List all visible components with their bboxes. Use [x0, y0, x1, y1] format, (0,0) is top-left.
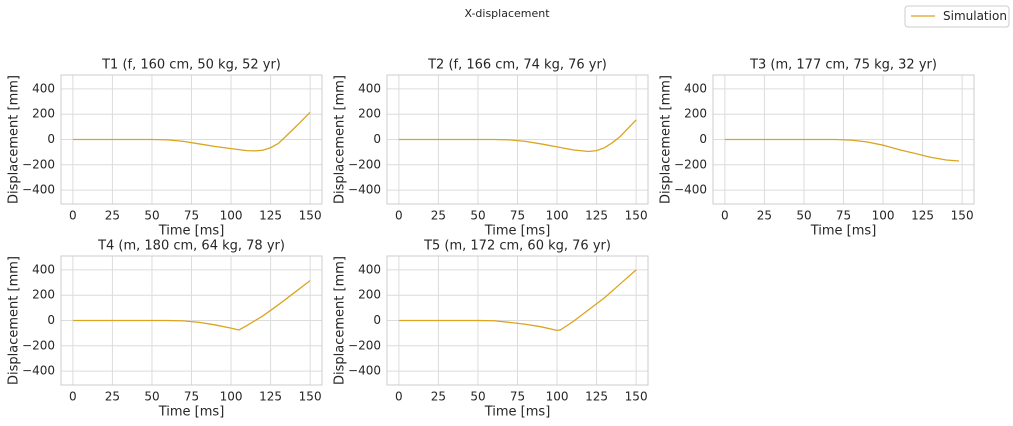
y-tick-label: 400	[32, 81, 55, 95]
x-tick-label: 0	[69, 390, 77, 404]
line-series	[724, 138, 960, 162]
y-tick-label: 0	[373, 313, 381, 327]
x-tick-label: 50	[144, 209, 159, 223]
x-tick-label: 0	[69, 209, 77, 223]
y-tick-label: 400	[358, 81, 381, 95]
subplot-title: T1 (f, 160 cm, 50 kg, 52 yr)	[101, 58, 281, 73]
y-axis-label: Displacement [mm]	[659, 75, 674, 204]
y-tick-label: 0	[699, 132, 707, 146]
x-tick-label: 75	[836, 209, 851, 223]
y-tick-label: −200	[674, 157, 707, 171]
y-tick-label: 0	[47, 132, 55, 146]
y-axis-label: Displacement [mm]	[7, 256, 22, 385]
y-axis-label: Displacement [mm]	[333, 256, 348, 385]
x-tick-label: 125	[585, 209, 608, 223]
x-tick-label: 25	[757, 209, 772, 223]
axes-frame	[712, 74, 975, 205]
y-tick-label: 400	[32, 262, 55, 276]
x-axis-label: Time [ms]	[484, 224, 551, 239]
legend-box	[904, 5, 1010, 28]
line-series	[398, 269, 637, 332]
x-tick-label: 25	[431, 390, 446, 404]
x-tick-label: 125	[585, 390, 608, 404]
y-tick-label: −400	[22, 183, 55, 197]
y-tick-label: 200	[32, 107, 55, 121]
x-tick-label: 125	[911, 209, 934, 223]
figure-title: X-displacement	[464, 7, 550, 20]
x-tick-label: 50	[796, 209, 811, 223]
y-tick-label: −200	[348, 338, 381, 352]
x-tick-label: 0	[721, 209, 729, 223]
x-tick-label: 150	[951, 209, 974, 223]
axes-frame	[386, 74, 649, 205]
y-tick-label: 0	[47, 313, 55, 327]
x-tick-label: 125	[259, 209, 282, 223]
x-tick-label: 75	[184, 209, 199, 223]
axes-frame	[60, 255, 323, 386]
x-axis-label: Time [ms]	[484, 405, 551, 420]
x-tick-label: 150	[625, 209, 648, 223]
x-tick-label: 50	[470, 390, 485, 404]
x-tick-label: 25	[105, 390, 120, 404]
y-tick-label: 0	[373, 132, 381, 146]
line-series	[72, 280, 311, 331]
y-tick-label: 200	[358, 288, 381, 302]
x-tick-label: 0	[395, 390, 403, 404]
x-tick-label: 100	[220, 209, 243, 223]
y-tick-label: −400	[674, 183, 707, 197]
x-tick-label: 50	[144, 390, 159, 404]
y-tick-label: −400	[348, 364, 381, 378]
x-tick-label: 150	[625, 390, 648, 404]
y-tick-label: −400	[22, 364, 55, 378]
x-tick-label: 100	[546, 209, 569, 223]
y-tick-label: −200	[22, 157, 55, 171]
x-tick-label: 150	[299, 390, 322, 404]
x-tick-label: 100	[220, 390, 243, 404]
subplot-title: T3 (m, 177 cm, 75 kg, 32 yr)	[749, 58, 937, 73]
subplot-title: T5 (m, 172 cm, 60 kg, 76 yr)	[423, 239, 611, 254]
x-axis-label: Time [ms]	[158, 405, 225, 420]
x-tick-label: 25	[431, 209, 446, 223]
x-tick-label: 100	[872, 209, 895, 223]
subplot-title: T2 (f, 166 cm, 74 kg, 76 yr)	[427, 58, 607, 73]
x-tick-label: 75	[510, 209, 525, 223]
x-axis-label: Time [ms]	[158, 224, 225, 239]
x-tick-label: 75	[510, 390, 525, 404]
x-tick-label: 100	[546, 390, 569, 404]
axes-frame	[60, 74, 323, 205]
y-tick-label: 400	[358, 262, 381, 276]
x-tick-label: 50	[470, 209, 485, 223]
y-tick-label: 400	[684, 81, 707, 95]
y-axis-label: Displacement [mm]	[333, 75, 348, 204]
x-axis-label: Time [ms]	[810, 224, 877, 239]
x-tick-label: 150	[299, 209, 322, 223]
axes-frame	[386, 255, 649, 386]
y-axis-label: Displacement [mm]	[7, 75, 22, 204]
y-tick-label: −200	[348, 157, 381, 171]
y-tick-label: 200	[684, 107, 707, 121]
y-tick-label: 200	[32, 288, 55, 302]
x-tick-label: 125	[259, 390, 282, 404]
y-tick-label: −200	[22, 338, 55, 352]
line-series	[398, 119, 637, 153]
y-tick-label: −400	[348, 183, 381, 197]
line-series	[72, 111, 311, 152]
y-tick-label: 200	[358, 107, 381, 121]
x-tick-label: 0	[395, 209, 403, 223]
x-tick-label: 25	[105, 209, 120, 223]
subplot-title: T4 (m, 180 cm, 64 kg, 78 yr)	[97, 239, 285, 254]
legend-label: Simulation	[943, 9, 1007, 23]
x-tick-label: 75	[184, 390, 199, 404]
